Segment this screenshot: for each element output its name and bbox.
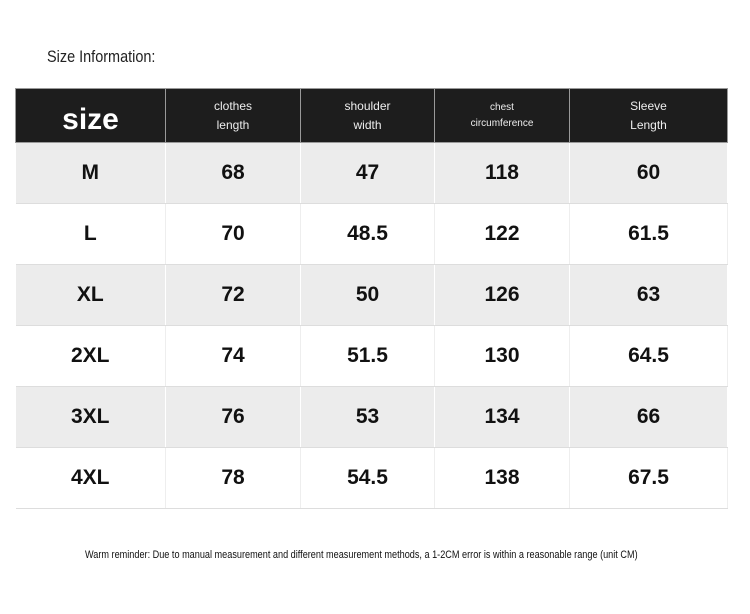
size-cell: 2XL (15, 325, 166, 387)
table-row: M 68 47 118 60 (15, 142, 728, 204)
measurement-cell: 54.5 (300, 447, 435, 509)
measurement-cell: 66 (569, 386, 728, 448)
measurement-cell: 61.5 (569, 203, 728, 265)
measurement-cell: 138 (434, 447, 570, 509)
header-line: clothes (213, 98, 253, 113)
table-row: L 70 48.5 122 61.5 (15, 203, 728, 265)
header-clothes-length: clothes length (165, 88, 301, 143)
warm-reminder-note: Warm reminder: Due to manual measurement… (85, 549, 638, 561)
header-line: chest (490, 101, 514, 113)
measurement-cell: 126 (434, 264, 570, 326)
header-line: Sleeve (630, 98, 667, 113)
measurement-cell: 53 (300, 386, 435, 448)
measurement-cell: 70 (165, 203, 301, 265)
measurement-cell: 76 (165, 386, 301, 448)
size-cell: 3XL (15, 386, 166, 448)
header-sleeve-length: Sleeve Length (569, 88, 728, 143)
table-row: XL 72 50 126 63 (15, 264, 728, 326)
header-shoulder-width: shoulder width (300, 88, 435, 143)
table-row: 2XL 74 51.5 130 64.5 (15, 325, 728, 387)
measurement-cell: 122 (434, 203, 570, 265)
measurement-cell: 72 (165, 264, 301, 326)
page-title: Size Information: (47, 47, 156, 66)
measurement-cell: 47 (300, 142, 435, 204)
measurement-cell: 68 (165, 142, 301, 204)
measurement-cell: 51.5 (300, 325, 435, 387)
measurement-cell: 118 (434, 142, 570, 204)
measurement-cell: 130 (434, 325, 570, 387)
header-line: length (216, 117, 250, 132)
size-cell: L (15, 203, 166, 265)
measurement-cell: 64.5 (569, 325, 728, 387)
header-row: size clothes length shoulder width chest ci… (15, 88, 728, 143)
header-line: Length (630, 117, 667, 132)
measurement-cell: 134 (434, 386, 570, 448)
header-chest-circumference: chest circumference (434, 88, 570, 143)
table-row: 3XL 76 53 134 66 (15, 386, 728, 448)
measurement-cell: 67.5 (569, 447, 728, 509)
measurement-cell: 74 (165, 325, 301, 387)
size-table: size clothes length shoulder width chest ci… (15, 88, 728, 509)
measurement-cell: 63 (569, 264, 728, 326)
header-line: circumference (470, 117, 534, 129)
size-cell: M (15, 142, 166, 204)
measurement-cell: 48.5 (300, 203, 435, 265)
size-cell: XL (15, 264, 166, 326)
measurement-cell: 78 (165, 447, 301, 509)
header-size: size (15, 88, 166, 143)
measurement-cell: 60 (569, 142, 728, 204)
header-line: width (353, 117, 382, 132)
header-line: shoulder (344, 98, 391, 113)
size-cell: 4XL (15, 447, 166, 509)
table-row: 4XL 78 54.5 138 67.5 (15, 447, 728, 509)
measurement-cell: 50 (300, 264, 435, 326)
